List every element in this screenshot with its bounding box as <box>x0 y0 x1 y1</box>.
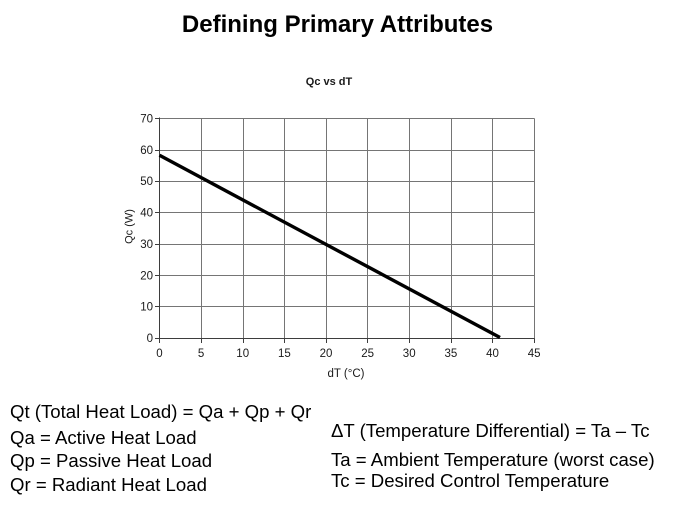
svg-text:40: 40 <box>486 348 499 360</box>
svg-text:10: 10 <box>236 348 249 360</box>
svg-text:40: 40 <box>140 208 153 220</box>
svg-text:60: 60 <box>140 145 153 157</box>
svg-text:25: 25 <box>361 348 374 360</box>
svg-text:30: 30 <box>403 348 416 360</box>
svg-text:35: 35 <box>445 348 458 360</box>
svg-text:30: 30 <box>140 239 153 251</box>
svg-text:dT (°C): dT (°C) <box>328 368 365 380</box>
svg-text:Qc (W): Qc (W) <box>124 209 136 244</box>
svg-text:15: 15 <box>278 348 291 360</box>
svg-text:20: 20 <box>320 348 333 360</box>
svg-text:20: 20 <box>140 270 153 282</box>
svg-text:0: 0 <box>147 333 153 345</box>
svg-text:70: 70 <box>140 114 153 126</box>
svg-text:50: 50 <box>140 176 153 188</box>
svg-text:10: 10 <box>140 302 153 314</box>
svg-text:Qc vs dT: Qc vs dT <box>306 76 353 88</box>
svg-text:0: 0 <box>156 348 162 360</box>
svg-text:45: 45 <box>528 348 541 360</box>
svg-text:5: 5 <box>198 348 204 360</box>
